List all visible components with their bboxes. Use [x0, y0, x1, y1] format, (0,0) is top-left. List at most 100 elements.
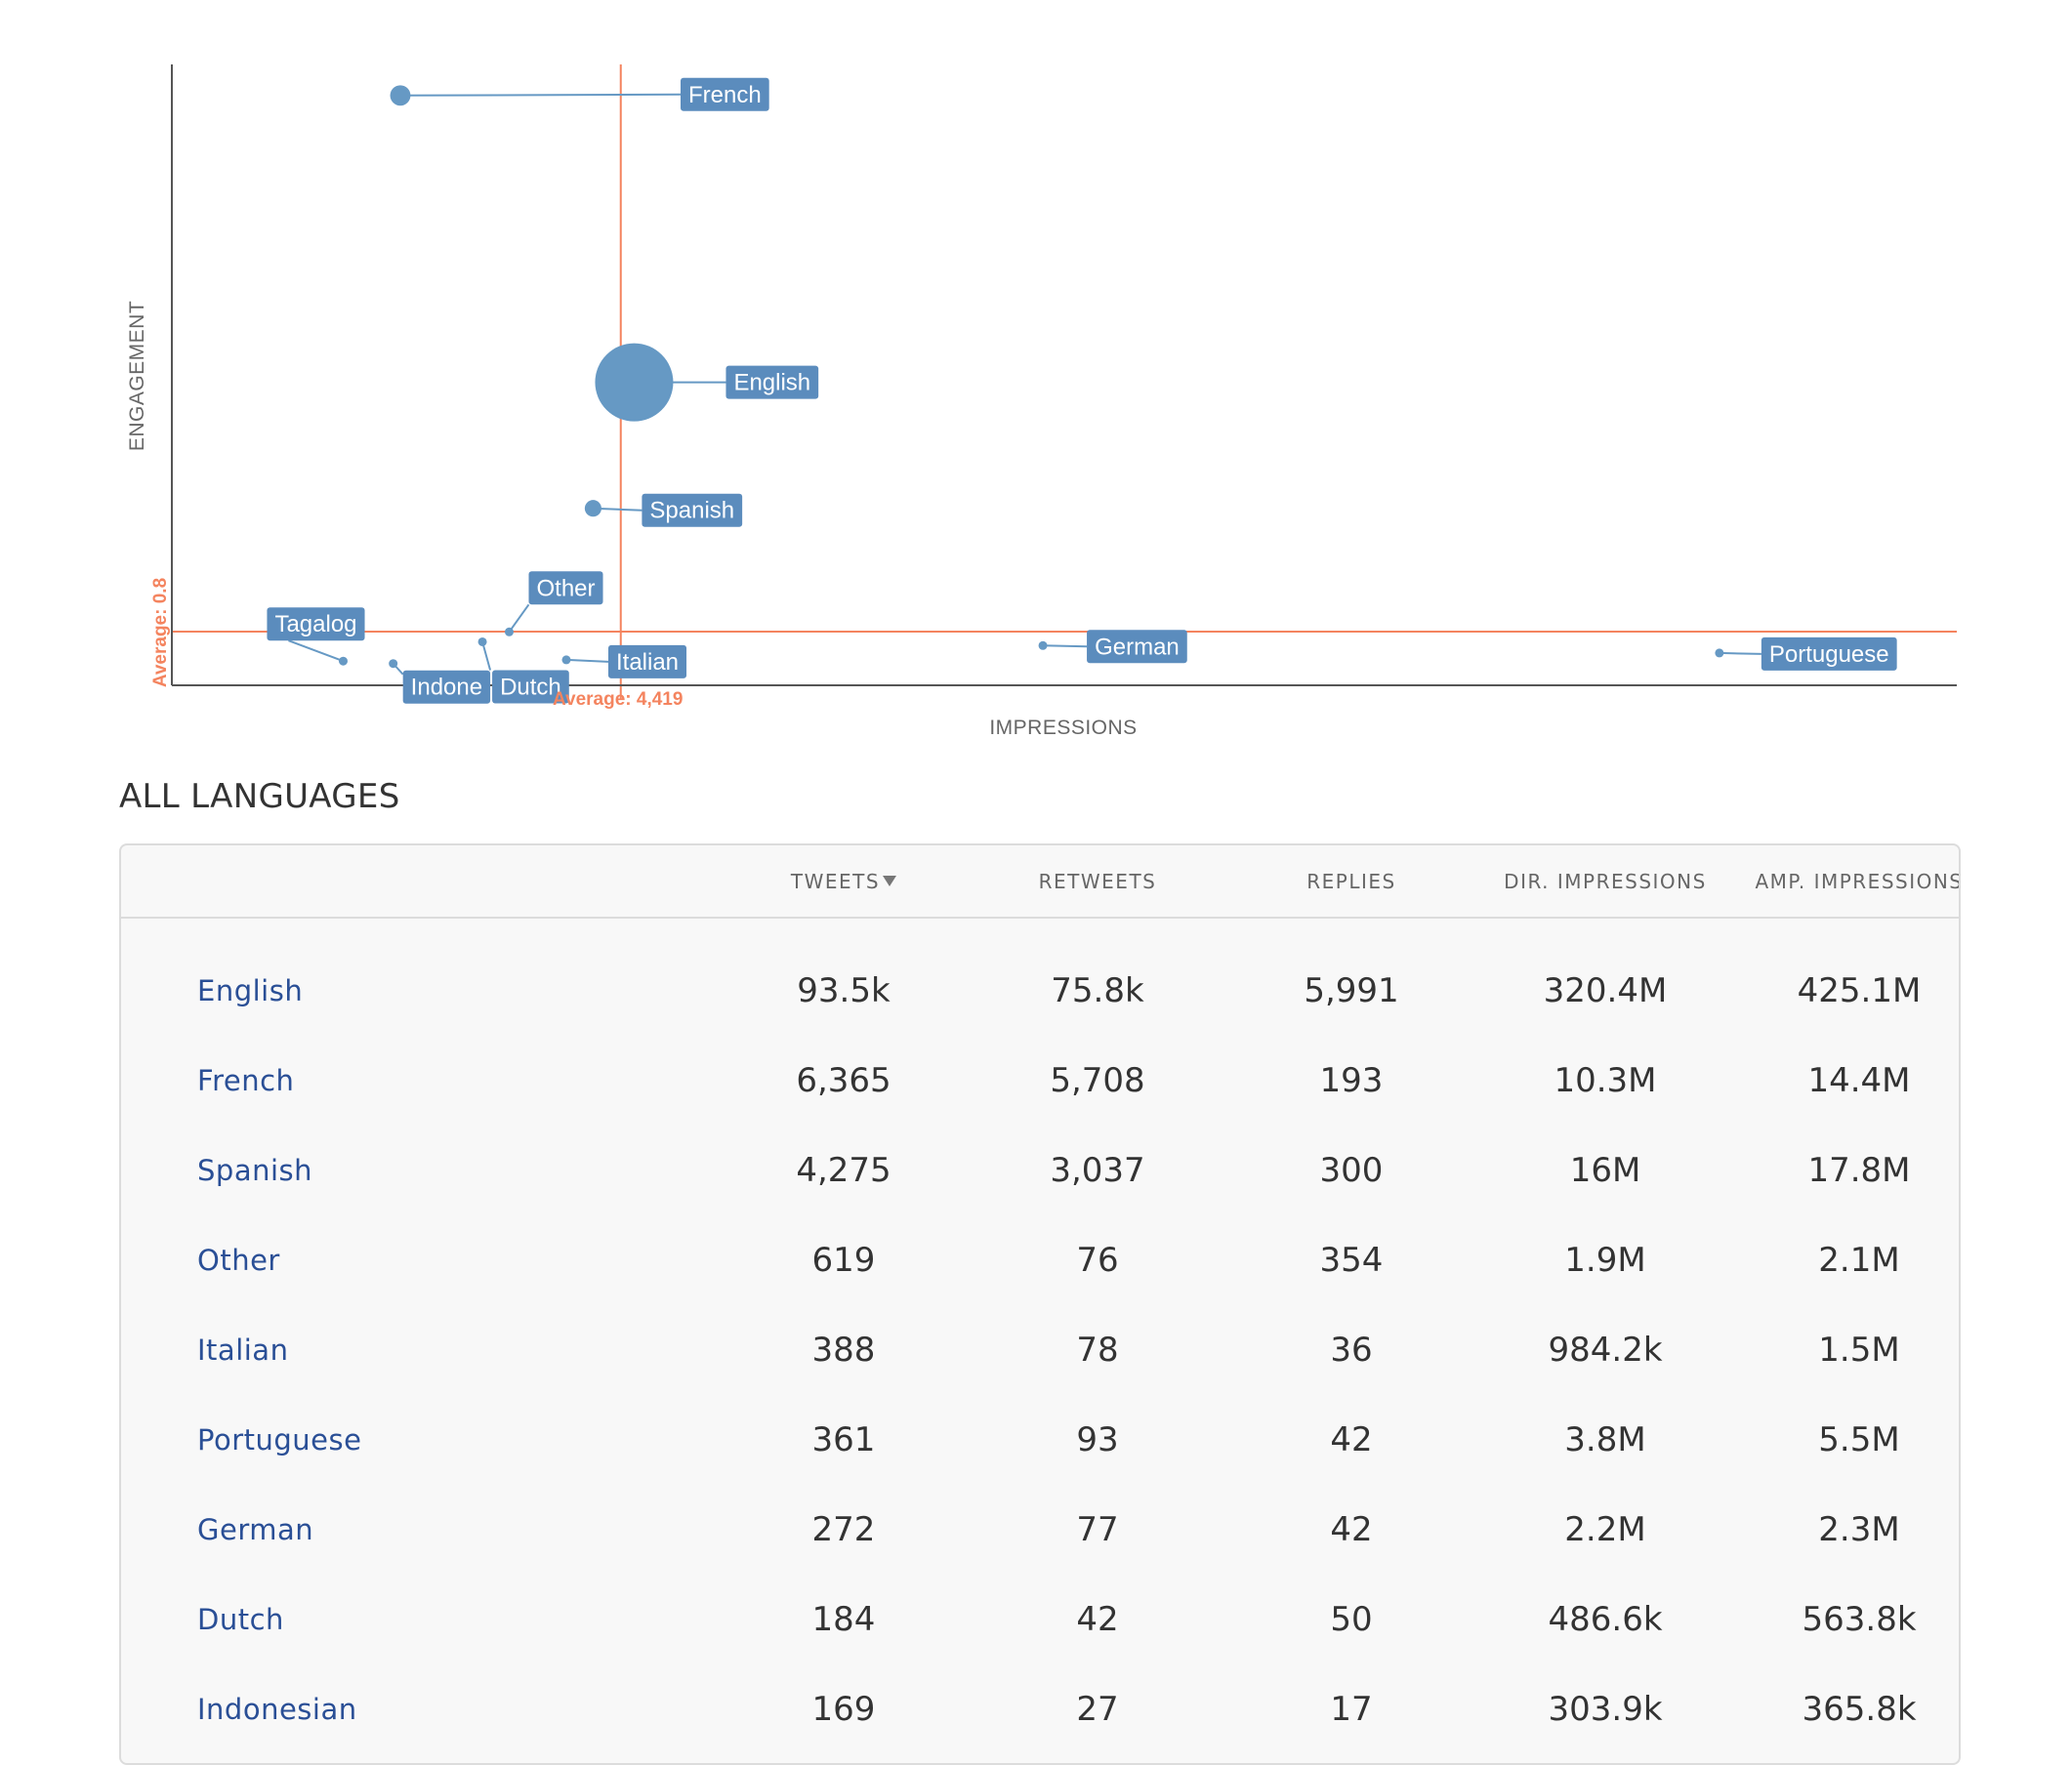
cell-dir-impressions: 3.8M [1564, 1420, 1646, 1459]
bubble-french[interactable] [390, 85, 411, 106]
label-other[interactable]: Other [528, 571, 603, 605]
cell-retweets: 78 [1076, 1331, 1119, 1370]
label-leader-lines [288, 93, 1761, 676]
cell-tweets: 169 [811, 1690, 876, 1729]
bubble-chart-container: French English Spanish Other Tagalog Indone Du… [0, 0, 2072, 752]
bubble-italian[interactable] [561, 655, 571, 665]
cell-dir-impressions: 320.4M [1543, 971, 1668, 1010]
cell-dir-impressions: 984.2k [1548, 1331, 1663, 1370]
label-text-spanish: Spanish [649, 498, 734, 524]
sort-descending-icon [883, 875, 897, 886]
column-header-dir-impressions[interactable]: DIR. IMPRESSIONS [1504, 869, 1707, 893]
cell-amp-impressions: 2.3M [1818, 1510, 1900, 1549]
bubble-english[interactable] [595, 343, 674, 422]
cell-replies: 300 [1319, 1151, 1384, 1190]
language-link[interactable]: Portuguese [197, 1423, 362, 1457]
column-header-replies[interactable]: REPLIES [1306, 869, 1396, 893]
bubble-spanish[interactable] [584, 500, 601, 517]
label-box-german [1087, 630, 1187, 664]
bubble-tagalog[interactable] [338, 656, 348, 666]
label-text-other: Other [536, 575, 595, 601]
label-tagalog[interactable]: Tagalog [267, 607, 365, 641]
table-row: Italian 388 78 36 984.2k 1.5M [121, 1305, 1959, 1395]
label-indone[interactable]: Indone [402, 670, 491, 704]
label-text-dutch: Dutch [500, 674, 561, 700]
language-link[interactable]: Indonesian [197, 1693, 357, 1726]
label-french[interactable]: French [680, 77, 769, 111]
table-row: German 272 77 42 2.2M 2.3M [121, 1485, 1959, 1575]
label-english[interactable]: English [725, 365, 819, 399]
cell-amp-impressions: 365.8k [1802, 1690, 1917, 1729]
column-header-amp-impressions[interactable]: AMP. IMPRESSIONS [1755, 869, 1961, 893]
language-link[interactable]: German [197, 1513, 314, 1546]
cell-dir-impressions: 2.2M [1564, 1510, 1646, 1549]
cell-tweets: 184 [811, 1600, 876, 1639]
cell-tweets: 93.5k [797, 971, 891, 1010]
bubble-other[interactable] [504, 627, 514, 636]
cell-tweets: 361 [811, 1420, 876, 1459]
label-dutch[interactable]: Dutch [492, 670, 569, 704]
label-portuguese[interactable]: Portuguese [1761, 636, 1897, 671]
table-spacer [121, 918, 1959, 946]
cell-retweets: 5,708 [1050, 1061, 1145, 1100]
cell-amp-impressions: 17.8M [1807, 1151, 1911, 1190]
cell-amp-impressions: 1.5M [1818, 1331, 1900, 1370]
chart-axes [171, 64, 1957, 686]
label-german[interactable]: German [1087, 630, 1187, 664]
label-text-english: English [733, 370, 810, 396]
column-header-tweets[interactable]: TWEETS [717, 845, 971, 918]
languages-table: TWEETS RETWEETS REPLIES DIR. IMPRESSIONS… [121, 845, 1961, 1754]
cell-retweets: 42 [1076, 1600, 1119, 1639]
cell-dir-impressions: 16M [1569, 1151, 1641, 1190]
language-link[interactable]: French [197, 1064, 295, 1097]
table-body: English 93.5k 75.8k 5,991 320.4M 425.1M French… [121, 918, 1959, 1754]
label-box-indone [402, 670, 491, 704]
bubble-german[interactable] [1038, 640, 1048, 650]
cell-amp-impressions: 563.8k [1802, 1600, 1917, 1639]
label-italian[interactable]: Italian [607, 644, 687, 678]
cell-replies: 17 [1330, 1690, 1373, 1729]
table-row: Indonesian 169 27 17 303.9k 365.8k [121, 1664, 1959, 1754]
cell-replies: 193 [1319, 1061, 1384, 1100]
leader-line-tagalog [288, 639, 344, 663]
bubble-portuguese[interactable] [1715, 648, 1724, 658]
section-title: ALL LANGUAGES [119, 777, 400, 816]
label-spanish[interactable]: Spanish [642, 493, 743, 527]
language-link[interactable]: Dutch [197, 1603, 284, 1636]
bubble-dutch[interactable] [477, 636, 487, 646]
label-text-portuguese: Portuguese [1769, 641, 1889, 668]
column-header-tweets-label: TWEETS [790, 869, 881, 893]
bubble-indone[interactable] [389, 659, 398, 669]
average-lines [172, 64, 1957, 699]
language-link[interactable]: English [197, 974, 304, 1007]
bubble-chart: French English Spanish Other Tagalog Indone Du… [126, 64, 1957, 739]
label-text-tagalog: Tagalog [274, 611, 356, 637]
cell-tweets: 388 [811, 1331, 876, 1370]
label-box-spanish [642, 493, 743, 527]
bubbles [338, 85, 1724, 669]
label-box-english [725, 365, 819, 399]
table-row: Spanish 4,275 3,037 300 16M 17.8M [121, 1126, 1959, 1215]
x-axis-title: IMPRESSIONS [989, 717, 1137, 739]
language-link[interactable]: Italian [197, 1334, 289, 1367]
label-box-other [528, 571, 603, 605]
cell-retweets: 76 [1076, 1241, 1119, 1280]
table-row: Dutch 184 42 50 486.6k 563.8k [121, 1575, 1959, 1664]
label-text-indone: Indone [411, 675, 482, 701]
cell-tweets: 272 [811, 1510, 876, 1549]
leader-line-other [508, 603, 530, 633]
label-box-portuguese [1761, 636, 1897, 671]
language-link[interactable]: Spanish [197, 1154, 313, 1187]
cell-tweets: 4,275 [796, 1151, 891, 1190]
cell-amp-impressions: 5.5M [1818, 1420, 1900, 1459]
cell-tweets: 6,365 [796, 1061, 891, 1100]
cell-dir-impressions: 1.9M [1564, 1241, 1646, 1280]
leader-line-french [399, 93, 681, 97]
leader-line-portuguese [1719, 651, 1761, 655]
leader-line-dutch [481, 641, 492, 671]
column-header-retweets[interactable]: RETWEETS [1038, 869, 1157, 893]
cell-retweets: 75.8k [1051, 971, 1144, 1010]
y-axis-title: ENGAGEMENT [126, 301, 148, 451]
language-link[interactable]: Other [197, 1244, 280, 1277]
table-spacer-cell [121, 918, 1959, 946]
